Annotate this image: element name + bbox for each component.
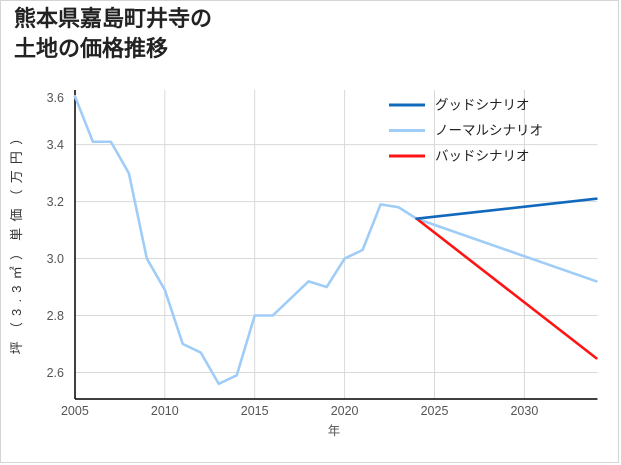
svg-text:3.0: 3.0 [47, 252, 64, 266]
svg-text:グッドシナリオ: グッドシナリオ [435, 98, 530, 113]
svg-text:2015: 2015 [241, 404, 269, 418]
svg-text:2025: 2025 [421, 404, 449, 418]
svg-text:2010: 2010 [151, 404, 179, 418]
svg-text:年: 年 [328, 424, 341, 438]
svg-text:2020: 2020 [331, 404, 359, 418]
svg-text:ノーマルシナリオ: ノーマルシナリオ [435, 123, 543, 138]
svg-text:3.4: 3.4 [47, 138, 64, 152]
svg-text:2030: 2030 [510, 404, 538, 418]
svg-text:3.6: 3.6 [47, 91, 64, 105]
svg-text:坪（3.3㎡）単価（万円）: 坪（3.3㎡）単価（万円） [9, 126, 24, 355]
svg-text:2005: 2005 [61, 404, 89, 418]
svg-text:2.6: 2.6 [47, 366, 64, 380]
svg-text:バッドシナリオ: バッドシナリオ [435, 149, 530, 164]
svg-text:2.8: 2.8 [47, 309, 64, 323]
svg-text:3.2: 3.2 [47, 195, 64, 209]
